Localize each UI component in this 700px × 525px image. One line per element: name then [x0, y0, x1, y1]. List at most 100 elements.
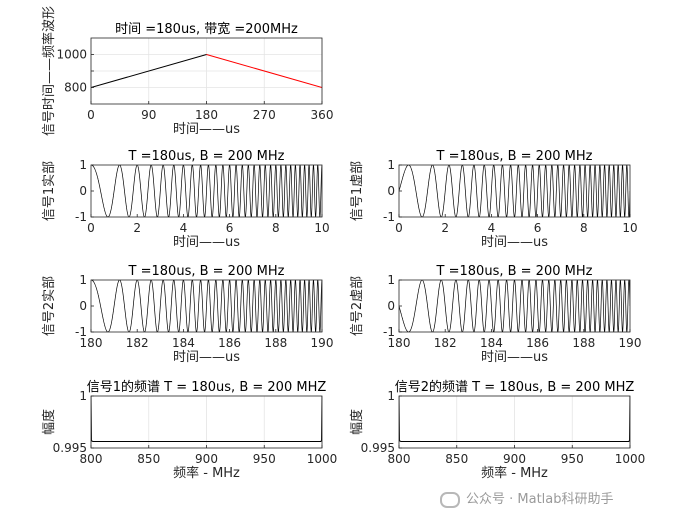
- x-tick-label: 184: [172, 336, 195, 350]
- chart-title: 信号2的频谱 T = 180us, B = 200 MHZ: [395, 379, 635, 395]
- series-line-1: [206, 54, 322, 88]
- y-axis-label: 幅度: [41, 409, 57, 435]
- y-tick-label: -1: [383, 325, 395, 339]
- x-tick-label: 4: [488, 221, 496, 235]
- x-tick-label: 4: [180, 221, 188, 235]
- series-group: [399, 280, 630, 332]
- y-axis-label: 信号2实部: [42, 276, 57, 336]
- chart-title: T =180us, B = 200 MHz: [436, 149, 593, 164]
- chart-s2im: 180 182 184 186 188 190 -1 0 1 T =180us, B = 200 …: [350, 264, 641, 365]
- watermark: 公众号 · Matlab科研助手: [440, 488, 614, 508]
- series-group: [91, 396, 322, 442]
- x-tick-label: 8: [580, 221, 588, 235]
- x-tick-label: 850: [445, 452, 468, 466]
- x-tick-label: 90: [141, 108, 156, 122]
- x-axis-label: 时间——us: [173, 350, 240, 365]
- x-tick-label: 2: [441, 221, 449, 235]
- watermark-text: 公众号 · Matlab科研助手: [466, 492, 614, 507]
- x-tick-label: 188: [572, 336, 595, 350]
- y-axis-label: 信号2虚部: [350, 276, 365, 336]
- y-axis-label: 幅度: [349, 409, 365, 435]
- x-tick-label: 0: [87, 108, 95, 122]
- x-tick-label: 900: [503, 452, 526, 466]
- y-tick-label: 1: [387, 273, 395, 287]
- x-tick-label: 270: [253, 108, 276, 122]
- y-tick-label: -1: [383, 210, 395, 224]
- x-tick-label: 188: [264, 336, 287, 350]
- x-tick-label: 182: [126, 336, 149, 350]
- signal-line: [399, 165, 630, 217]
- wechat-icon: [440, 491, 460, 508]
- y-axis-label: 信号1实部: [42, 161, 57, 221]
- x-tick-label: 182: [434, 336, 457, 350]
- x-tick-label: 184: [480, 336, 503, 350]
- chart-title: T =180us, B = 200 MHz: [128, 149, 285, 164]
- x-tick-label: 950: [561, 452, 584, 466]
- series-line-0: [399, 396, 630, 442]
- x-tick-label: 6: [534, 221, 542, 235]
- x-axis-label: 时间——us: [481, 350, 548, 365]
- x-tick-label: 190: [619, 336, 642, 350]
- chart-title: 时间 =180us, 带宽 =200MHz: [115, 21, 298, 37]
- x-tick-label: 900: [195, 452, 218, 466]
- x-tick-label: 850: [137, 452, 160, 466]
- y-tick-label: -1: [75, 325, 87, 339]
- x-tick-label: 800: [80, 452, 103, 466]
- y-tick-label: 0: [79, 299, 87, 313]
- x-tick-label: 1000: [615, 452, 646, 466]
- y-tick-label: 1: [79, 158, 87, 172]
- series-group: [399, 165, 630, 217]
- y-tick-label: 1: [387, 389, 395, 403]
- chart-title: T =180us, B = 200 MHz: [128, 264, 285, 279]
- series-line-0: [91, 396, 322, 442]
- y-tick-label: 0: [387, 299, 395, 313]
- x-axis-label: 时间——us: [481, 235, 548, 250]
- x-axis-label: 频率 - MHz: [481, 465, 548, 481]
- x-tick-label: 8: [272, 221, 280, 235]
- x-tick-label: 180: [195, 108, 218, 122]
- x-axis-label: 时间——us: [173, 235, 240, 250]
- y-tick-label: 1: [79, 273, 87, 287]
- chart-s2re: 180 182 184 186 188 190 -1 0 1 T =180us, B = 200 …: [42, 264, 333, 365]
- x-tick-label: 6: [226, 221, 234, 235]
- x-tick-label: 180: [80, 336, 103, 350]
- y-tick-label: 1: [79, 389, 87, 403]
- x-tick-label: 186: [526, 336, 549, 350]
- y-axis-label: 信号1虚部: [350, 161, 365, 221]
- x-tick-label: 360: [311, 108, 334, 122]
- chart-freq: 0 90 180 270 360 800 1000 时间 =180us, 带宽 =200MHz…: [41, 6, 333, 137]
- y-tick-label: 1: [387, 158, 395, 172]
- x-tick-label: 0: [395, 221, 403, 235]
- series-line-0: [91, 54, 207, 88]
- y-tick-label: 1000: [56, 48, 87, 62]
- x-axis-label: 频率 - MHz: [173, 465, 240, 481]
- y-tick-label: 0: [79, 184, 87, 198]
- x-tick-label: 800: [388, 452, 411, 466]
- chart-title: T =180us, B = 200 MHz: [436, 264, 593, 279]
- y-tick-label: 0: [387, 184, 395, 198]
- x-tick-label: 2: [133, 221, 141, 235]
- y-axis-label: 信号时间——频率波形: [41, 6, 57, 136]
- x-tick-label: 190: [311, 336, 334, 350]
- x-tick-label: 10: [622, 221, 637, 235]
- y-tick-label: 800: [64, 81, 87, 95]
- y-tick-label: 0.995: [361, 441, 395, 455]
- series-group: [399, 396, 630, 442]
- x-tick-label: 1000: [307, 452, 338, 466]
- x-tick-label: 10: [314, 221, 329, 235]
- x-tick-label: 0: [87, 221, 95, 235]
- y-tick-label: -1: [75, 210, 87, 224]
- series-group: [91, 54, 322, 88]
- x-tick-label: 950: [253, 452, 276, 466]
- signal-line: [399, 280, 630, 332]
- y-tick-label: 0.995: [53, 441, 87, 455]
- x-tick-label: 180: [388, 336, 411, 350]
- chart-title: 信号1的频谱 T = 180us, B = 200 MHZ: [87, 379, 327, 395]
- x-tick-label: 186: [218, 336, 241, 350]
- x-axis-label: 时间——us: [173, 122, 240, 137]
